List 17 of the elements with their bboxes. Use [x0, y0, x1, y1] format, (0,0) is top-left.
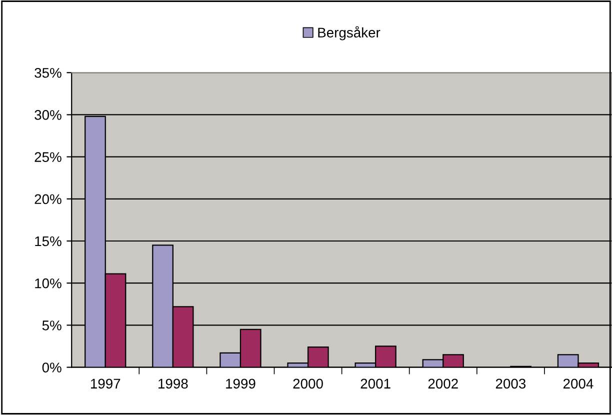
x-tick-label: 2004	[563, 378, 594, 389]
x-tick-label: 2000	[293, 378, 323, 389]
y-tick-label: 35%	[34, 68, 62, 78]
legend-label: Bergsåker	[318, 26, 380, 40]
x-tick-label: 1997	[90, 378, 120, 389]
x-tick-label: 2001	[360, 378, 390, 389]
y-tick-label: 10%	[35, 278, 62, 288]
y-tick-label: 15%	[35, 236, 62, 246]
y-tick-label: 25%	[34, 152, 62, 162]
y-tick-label: 20%	[34, 194, 62, 204]
y-tick-label: 5%	[42, 320, 62, 330]
y-tick-label: 0%	[42, 362, 62, 372]
x-tick-label: 1998	[158, 378, 188, 389]
x-tick-label: 1999	[226, 378, 256, 389]
y-tick-label: 30%	[34, 110, 62, 120]
x-tick-label: 2003	[496, 378, 526, 389]
x-tick-label: 2002	[428, 378, 458, 389]
